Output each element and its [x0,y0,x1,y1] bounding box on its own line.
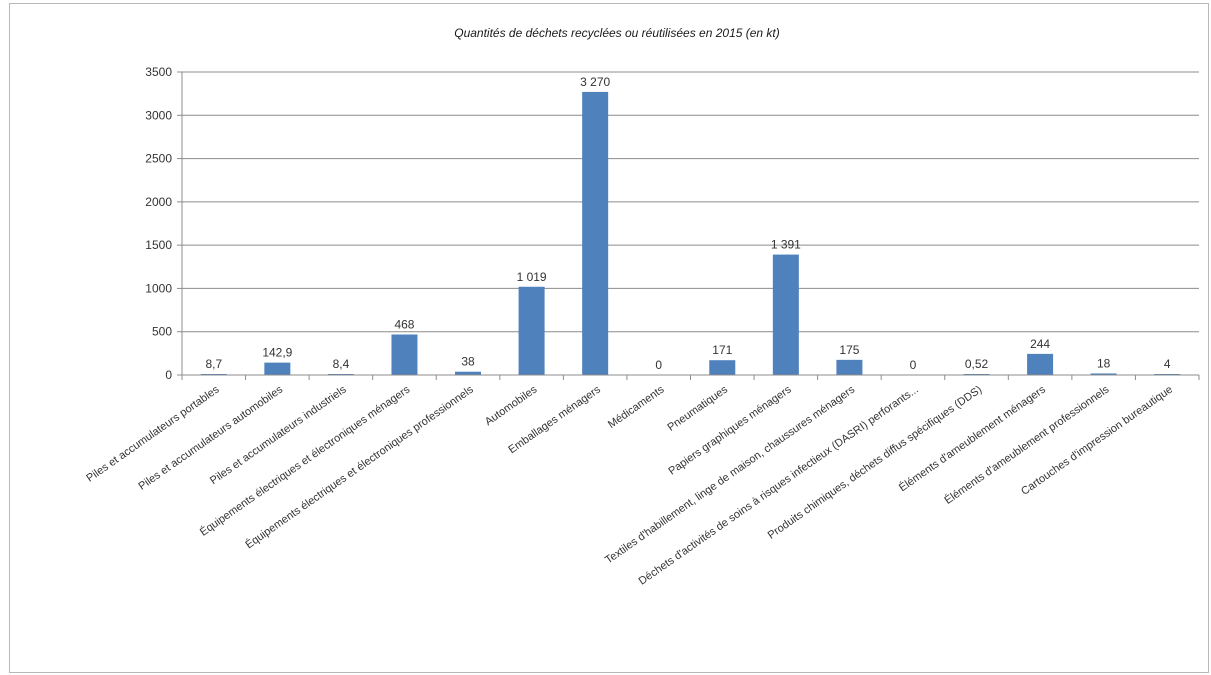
data-label: 244 [1030,337,1050,351]
data-label: 1 019 [517,270,547,284]
x-tick-label: Médicaments [606,383,667,431]
data-label: 0 [910,358,917,372]
bar [709,360,736,375]
y-axis-ticks: 0 500 1000 1500 2000 2500 3000 3500 [145,65,172,382]
x-tick-label: Équipements électriques et électroniques… [197,383,412,539]
data-label: 38 [461,355,475,369]
data-label: 4 [1164,357,1171,371]
bar [455,371,482,375]
y-tick-label: 1500 [145,238,172,252]
bar [836,359,863,375]
y-tick-label: 2500 [145,152,172,166]
x-tick-label: Papiers graphiques ménagers [666,383,794,477]
data-label: 171 [712,343,732,357]
data-label: 142,9 [262,346,292,360]
x-tick-label: Piles et accumulateurs portables [84,383,222,484]
chart-title: Quantités de déchets recyclées ou réutil… [454,26,780,40]
bar [1027,353,1054,375]
bar [264,362,291,375]
data-label: 8,4 [333,357,350,371]
x-tick-label: Produits chimiques, déchets diffus spéci… [766,384,985,542]
axes [181,72,1199,376]
x-tick-label: Pneumatiques [666,383,731,433]
data-label: 18 [1097,356,1111,370]
bar [518,286,545,375]
data-label: 0,52 [965,357,989,371]
x-tick-label: Automobiles [483,383,540,428]
data-label: 8,7 [205,357,222,371]
bar [391,334,418,375]
bar [1090,373,1117,375]
bar-chart: Quantités de déchets recyclées ou réutil… [84,26,1200,588]
bar [772,254,799,375]
data-label: 0 [655,358,662,372]
y-tick-label: 3500 [145,65,172,79]
data-labels: 8,7 142,9 8,4 468 38 1 019 3 270 0 171 1 391 175 0 0… [205,75,1170,372]
x-tick-label: Équipements électriques et électroniques… [243,383,476,552]
bar [582,91,609,375]
y-tick-label: 1000 [145,281,172,295]
data-label: 3 270 [580,75,610,89]
y-tick-label: 0 [165,368,172,382]
y-tick-label: 500 [152,325,172,339]
y-tick-label: 2000 [145,195,172,209]
y-tick-label: 3000 [145,108,172,122]
grid-lines [177,71,1200,380]
bars [200,91,1181,375]
chart-frame: Quantités de déchets recyclées ou réutil… [9,3,1209,673]
data-label: 175 [839,343,859,357]
data-label: 468 [394,317,414,331]
data-label: 1 391 [771,238,801,252]
